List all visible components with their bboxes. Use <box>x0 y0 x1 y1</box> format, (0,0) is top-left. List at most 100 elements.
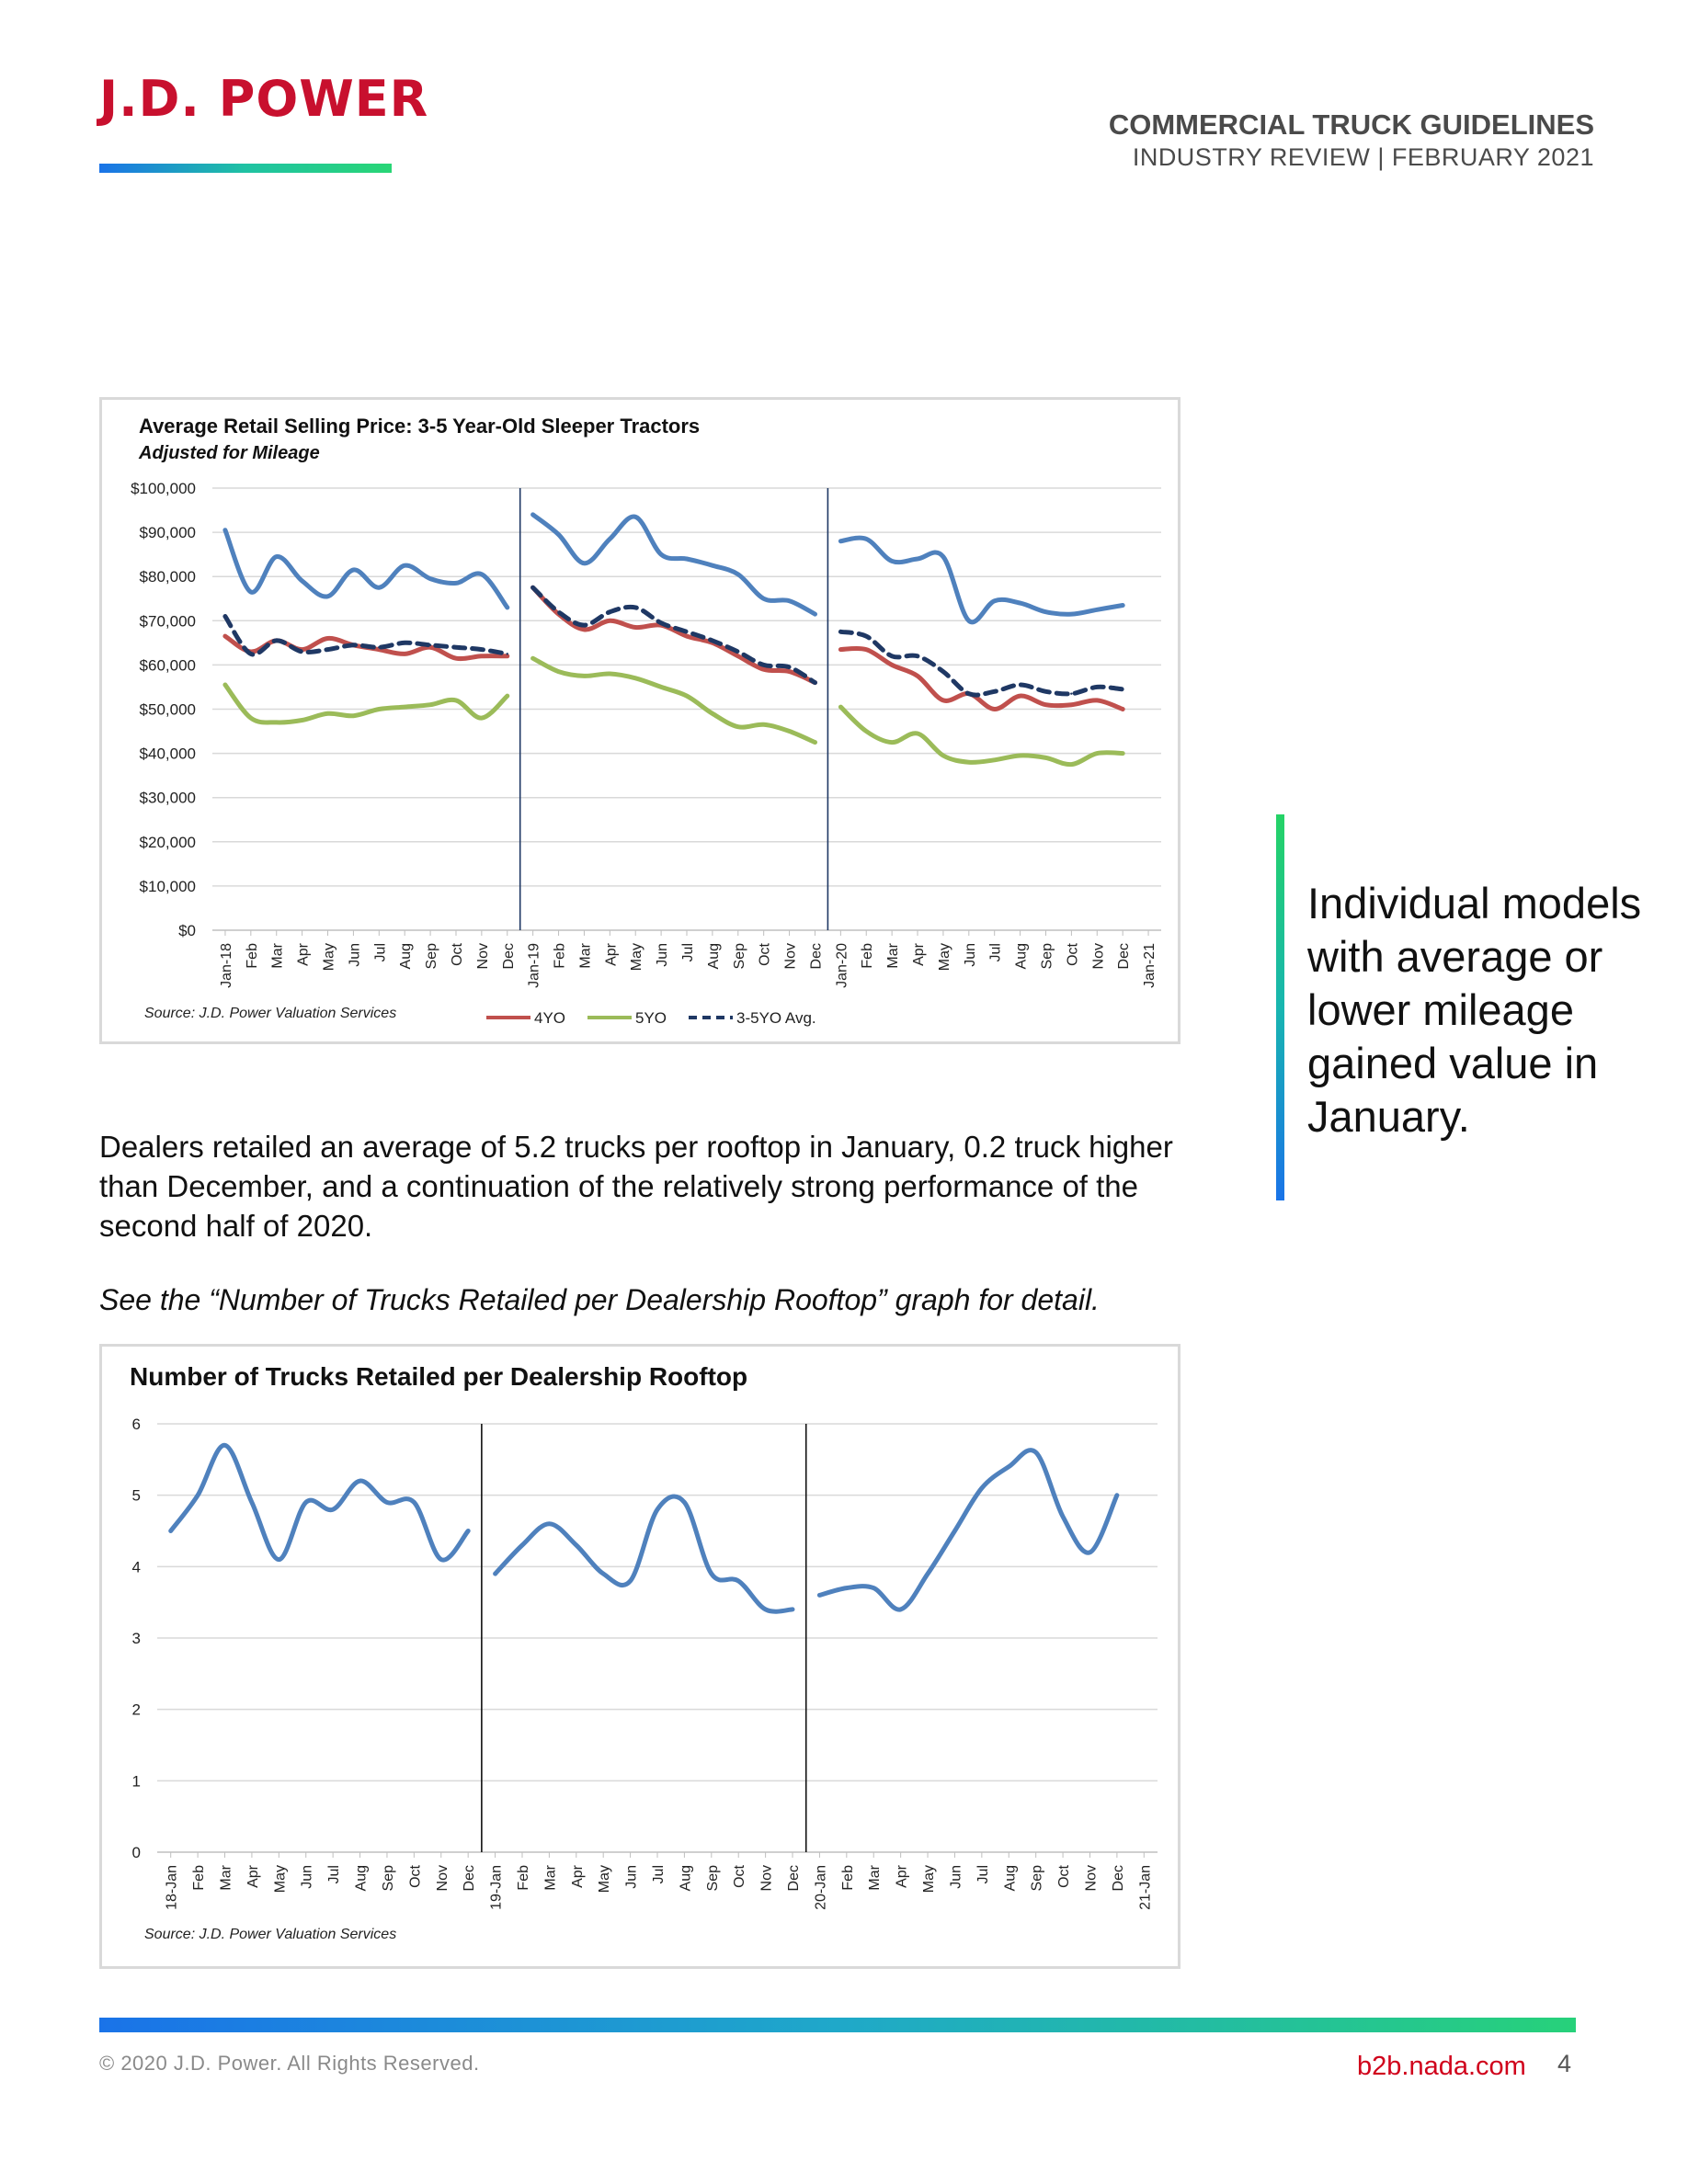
trucks-chart-series-0-point <box>629 1579 632 1583</box>
price-chart-series-2-point <box>814 741 816 744</box>
price-chart-series-0-point <box>531 513 534 517</box>
callout-accent-bar <box>1276 814 1284 1200</box>
trucks-chart-series-0-point <box>196 1494 200 1496</box>
price-chart-series-3-point <box>711 639 714 643</box>
trucks-chart-svg: Number of Trucks Retailed per Dealership… <box>130 1362 1158 1942</box>
trucks-chart-x-tick-label: 20-Jan <box>813 1865 828 1910</box>
trucks-chart-x-tick-label: Aug <box>1002 1865 1018 1891</box>
trucks-chart-x-tick-label: Aug <box>354 1865 370 1891</box>
price-chart-series-2-point <box>865 730 868 733</box>
price-chart-series-2-point <box>967 761 971 764</box>
price-chart-series-3-point <box>531 586 534 589</box>
trucks-chart-source: Source: J.D. Power Valuation Services <box>144 1927 396 1942</box>
price-chart-x-tick-label: Nov <box>783 943 799 969</box>
price-chart-x-tick-label: Oct <box>1065 942 1080 965</box>
trucks-chart-x-tick-label: May <box>921 1865 937 1893</box>
trucks-chart-x-tick-label: Mar <box>219 1864 234 1890</box>
trucks-chart-series-0-point <box>359 1479 361 1483</box>
price-chart-series-1-point <box>428 645 432 649</box>
site-link[interactable]: b2b.nada.com <box>1357 2052 1526 2081</box>
price-chart-series-2-point <box>762 723 765 726</box>
trucks-chart-series-0-point <box>223 1444 226 1447</box>
price-chart-series-2-line <box>222 682 510 725</box>
trucks-chart-x-tick-label: Feb <box>840 1865 856 1891</box>
trucks-chart-series-0-point <box>980 1486 984 1490</box>
price-chart-series-0-point <box>788 599 791 602</box>
price-chart-series-2-point <box>916 732 919 735</box>
price-chart-series-2-point <box>839 705 842 709</box>
trucks-chart-x-tick-label: Nov <box>435 1865 451 1891</box>
trucks-chart-x-tick-label: Aug <box>678 1865 693 1891</box>
report-title: COMMERCIAL TRUCK GUIDELINES <box>1108 108 1594 141</box>
price-chart-series-1-point <box>609 620 611 622</box>
price-chart-series-3-line <box>838 629 1125 698</box>
trucks-chart-x-tick-label: Sep <box>381 1865 396 1892</box>
trucks-chart-x-tick-label: Oct <box>1056 1864 1072 1887</box>
trucks-chart-series-0-point <box>710 1572 713 1575</box>
price-chart-series-3-point <box>506 653 508 655</box>
price-chart-series-1-point <box>1044 703 1047 706</box>
price-chart-x-tick-label: Sep <box>1039 943 1055 970</box>
price-chart-series-1-line <box>530 585 817 686</box>
price-chart-x-tick-label: Jan-21 <box>1142 943 1158 988</box>
price-chart-series-2-point <box>223 683 227 687</box>
price-chart-series-2-point <box>480 716 484 720</box>
price-chart-series-2-point <box>1096 752 1099 755</box>
price-chart-y-tick-label: $0 <box>178 922 196 939</box>
price-chart-x-tick-label: Sep <box>732 943 747 970</box>
price-chart-series-0-point <box>428 577 432 580</box>
price-chart-x-tick-label: Nov <box>475 943 491 969</box>
trucks-chart-series-0-point <box>169 1530 172 1532</box>
trucks-chart-x-tick-label: Nov <box>1083 1865 1099 1891</box>
price-chart-series-2-point <box>609 672 611 676</box>
trucks-chart-x-tick-label: Mar <box>542 1864 558 1890</box>
price-chart-series-3-point <box>301 650 303 654</box>
price-chart-x-tick-label: Jan-18 <box>219 943 234 988</box>
trucks-chart-series-0-point <box>737 1579 740 1583</box>
price-chart-series-3-point <box>941 670 945 673</box>
price-chart-legend-label: 3-5YO Avg. <box>736 1009 816 1027</box>
price-chart-series-2-point <box>736 725 739 728</box>
trucks-chart-series-0-point <box>548 1522 551 1525</box>
price-chart-series-2-point <box>659 686 663 688</box>
price-chart-series-0-point <box>326 595 329 598</box>
price-chart-series-2-point <box>428 703 432 706</box>
trucks-chart-x-tick-label: Jul <box>326 1865 342 1883</box>
price-chart-series-0-point <box>583 562 586 564</box>
price-chart-series-1-point <box>1121 708 1124 711</box>
price-chart-legend-label: 5YO <box>635 1009 667 1027</box>
price-chart-series-2-point <box>506 694 508 698</box>
trucks-chart-series-0-point <box>1089 1551 1091 1553</box>
price-chart-series-0-point <box>762 597 765 600</box>
price-chart-y-tick-label: $40,000 <box>140 745 196 763</box>
price-chart-series-1-point <box>1070 703 1073 706</box>
price-chart-series-3-point <box>659 621 663 624</box>
price-chart-x-tick-label: Jul <box>372 943 388 961</box>
trucks-chart-series-0-point <box>656 1508 659 1511</box>
price-chart-series-1-point <box>1096 699 1099 702</box>
price-chart-series-0-point <box>634 516 637 518</box>
price-chart-series-0-point <box>865 538 868 540</box>
price-chart-series-3-point <box>1070 692 1073 695</box>
price-chart-series-3-point <box>865 634 868 638</box>
trucks-chart-series-0-point <box>683 1501 686 1504</box>
price-chart-series-2-point <box>890 741 894 744</box>
price-chart-x-tick-label: Apr <box>296 942 312 966</box>
price-chart-series-1-line <box>838 645 1125 711</box>
price-chart-series-3-point <box>916 654 919 657</box>
price-chart-x-tick-label: Mar <box>885 942 901 968</box>
price-chart-svg: Average Retail Selling Price: 3-5 Year-O… <box>131 415 1161 1027</box>
trucks-chart-series-0-point <box>331 1508 335 1511</box>
price-chart-x-tick-label: Dec <box>808 943 824 969</box>
trucks-chart-x-tick-label: 21-Jan <box>1137 1865 1153 1910</box>
price-chart-series-2-point <box>403 705 406 709</box>
price-chart-series-3-point <box>583 623 586 627</box>
price-chart-y-tick-label: $100,000 <box>131 480 196 497</box>
trucks-chart-title: Number of Trucks Retailed per Dealership… <box>130 1362 747 1391</box>
price-chart-x-tick-label: May <box>322 943 337 971</box>
price-chart-series-1-point <box>736 654 739 657</box>
trucks-chart-y-tick-label: 3 <box>132 1630 141 1647</box>
price-chart-series-0-point <box>659 552 663 556</box>
price-chart-series-1-point <box>583 628 586 631</box>
price-chart-x-tick-label: Feb <box>860 943 875 969</box>
